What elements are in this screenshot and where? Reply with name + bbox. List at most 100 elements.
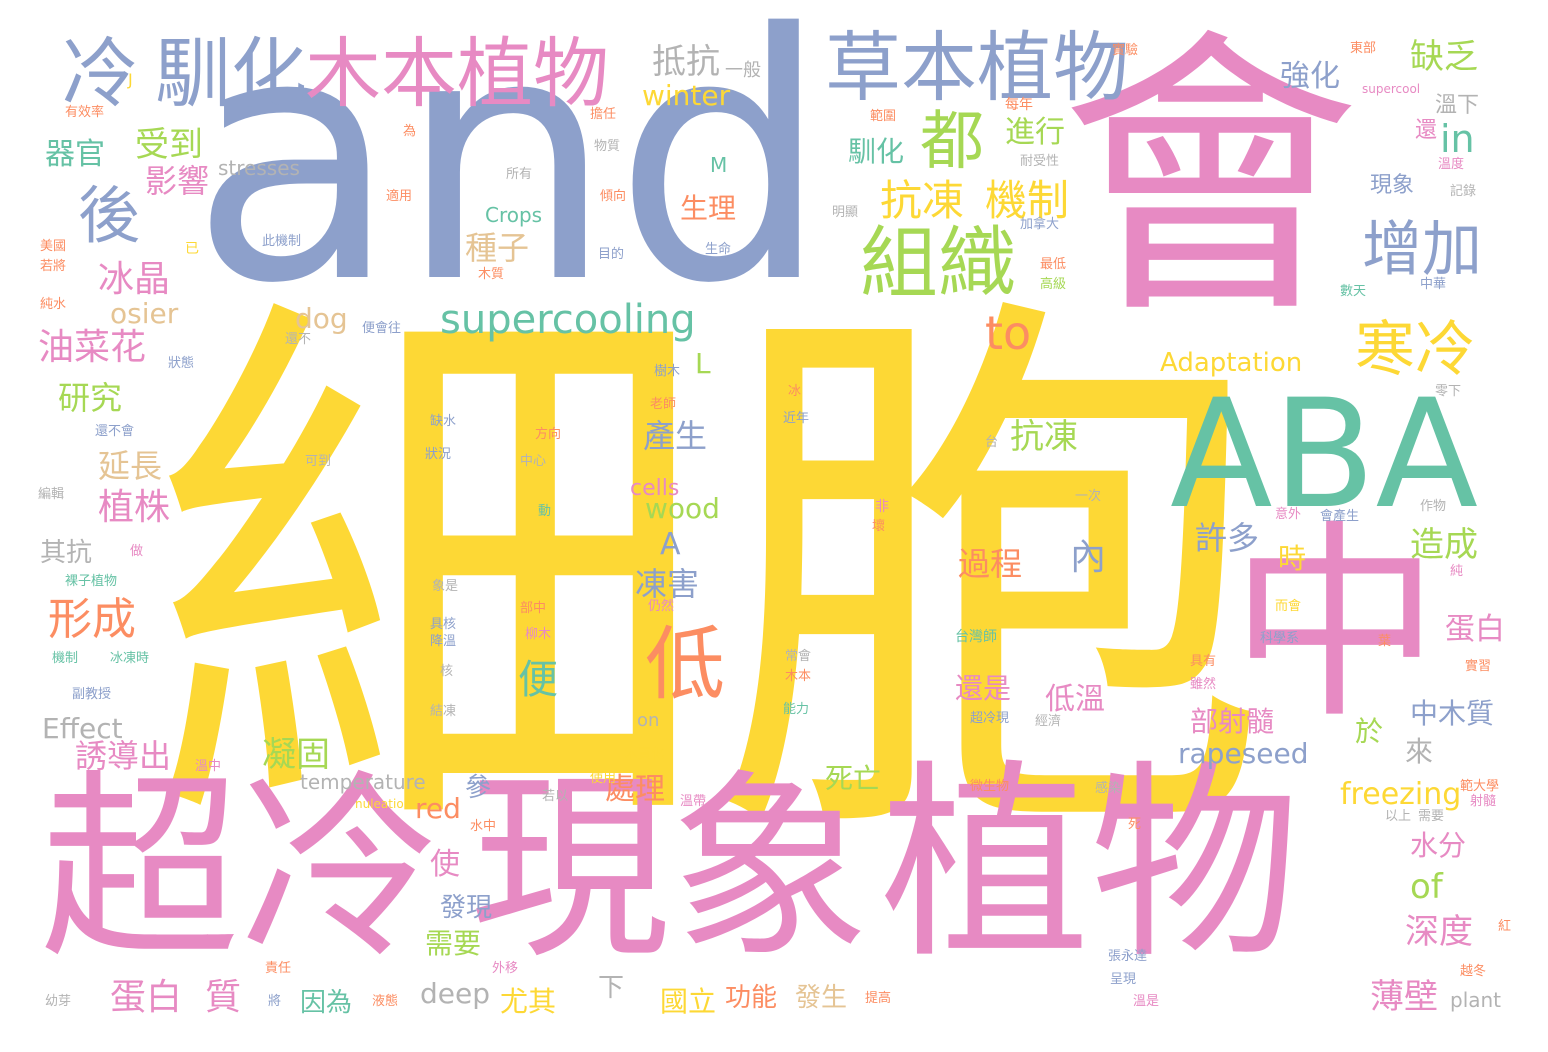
word: 造成 (1410, 525, 1478, 565)
word: 非 (875, 499, 889, 515)
word: 超冷 (40, 753, 441, 986)
word: 一般 (725, 60, 761, 81)
word: 機制 (985, 176, 1070, 225)
word: 抗凍 (880, 176, 965, 225)
word: Effect (42, 712, 123, 745)
word: 若以 (542, 789, 569, 804)
word: 死亡 (825, 762, 882, 795)
word: 東部 (1350, 41, 1377, 56)
word: 作物 (1420, 499, 1447, 514)
word: 目的 (598, 247, 625, 262)
word: 越冬 (1460, 964, 1487, 979)
word: deep (420, 977, 490, 1010)
word: 低溫 (1045, 682, 1105, 717)
word: 動 (538, 504, 552, 519)
word: 有效率 (65, 105, 105, 120)
word: 還 (1415, 118, 1438, 143)
word: 而會 (1275, 599, 1302, 614)
word: 範圍 (870, 109, 897, 124)
word: 水中 (470, 819, 497, 834)
word: 此機制 (262, 234, 302, 249)
word: L (695, 347, 711, 380)
word: 強化 (1280, 59, 1340, 94)
word: 木本 (785, 669, 812, 684)
word: 植物 (880, 742, 1301, 987)
word: cells (630, 476, 680, 501)
word: 狀態 (168, 356, 195, 371)
word: 樹木 (654, 364, 681, 379)
word: 科學系 (1260, 631, 1300, 646)
word: 生命 (705, 242, 732, 257)
word: 尤其 (500, 985, 557, 1018)
word: 深度 (1405, 912, 1473, 952)
word: 仍然 (648, 599, 675, 614)
word: 紅 (1498, 919, 1512, 934)
word: 美國 (40, 239, 67, 254)
word: 部中 (520, 601, 547, 616)
word: 台灣師 (955, 629, 997, 645)
word: supercool (1362, 82, 1421, 96)
word: dog (295, 302, 348, 335)
word: 溫下 (1435, 93, 1480, 118)
word: plant (1450, 988, 1502, 1012)
word: 核 (440, 664, 454, 679)
word: 需要 (425, 927, 482, 960)
word: 中木質 (1410, 697, 1495, 730)
word: 處理 (605, 772, 665, 807)
word: 器官 (45, 137, 105, 172)
word: 一次 (1075, 489, 1102, 504)
word: 具核 (430, 617, 457, 632)
word: 使 (430, 847, 460, 882)
word: 射髓 (1470, 794, 1497, 809)
word: 裸子植物 (65, 574, 118, 589)
word: 方向 (535, 427, 562, 442)
word: 馴化 (848, 135, 905, 168)
word: 細胞 (150, 254, 1270, 906)
word: 溫帶 (680, 794, 707, 809)
word: 將 (268, 994, 282, 1009)
word: 範大學 (1460, 779, 1500, 794)
word: 提高 (865, 991, 892, 1006)
word: 以上 (1385, 809, 1412, 824)
word: 種子 (465, 229, 530, 267)
word: 蛋白 (110, 977, 183, 1018)
word: 外移 (492, 961, 519, 976)
word: 擔任 (590, 107, 617, 122)
word: 張永達 (1108, 949, 1148, 964)
word: 冰 (788, 384, 802, 399)
word: 便會往 (362, 321, 402, 336)
word: rapeseed (1178, 737, 1309, 770)
word: 低 (645, 618, 725, 711)
word: 影響 (145, 162, 210, 200)
word: 木本植物 (305, 29, 609, 118)
word: 零下 (1435, 384, 1462, 399)
word: 薄壁 (1370, 977, 1438, 1017)
word: 能力 (783, 702, 810, 717)
word: 壞 (872, 519, 886, 534)
word: 水分 (1410, 829, 1467, 862)
word: 做 (130, 544, 144, 559)
word: 缺乏 (1410, 37, 1478, 77)
word: 進行 (1005, 115, 1065, 150)
word: 現象 (1370, 173, 1415, 198)
word: 適用 (386, 189, 413, 204)
word: 實驗 (1112, 43, 1139, 58)
word: winter (642, 79, 731, 112)
word: 最低 (1040, 257, 1067, 272)
word: to (985, 306, 1032, 360)
word: 死 (1128, 817, 1142, 832)
word: 冷 (62, 29, 138, 118)
word: 凍害 (635, 565, 700, 603)
word: 耐受性 (1020, 154, 1060, 169)
word: 液態 (372, 994, 399, 1009)
word: 凝固 (262, 735, 330, 775)
word: 功能 (725, 983, 778, 1013)
word: 質 (205, 977, 242, 1018)
word: and (190, 0, 830, 358)
word: 為 (403, 124, 417, 139)
word: 雖然 (1190, 677, 1217, 692)
word: 感染 (1095, 781, 1122, 796)
word: 抗凍 (1010, 417, 1078, 457)
word: 呈現 (1110, 972, 1137, 987)
word: 組織 (860, 219, 1017, 309)
